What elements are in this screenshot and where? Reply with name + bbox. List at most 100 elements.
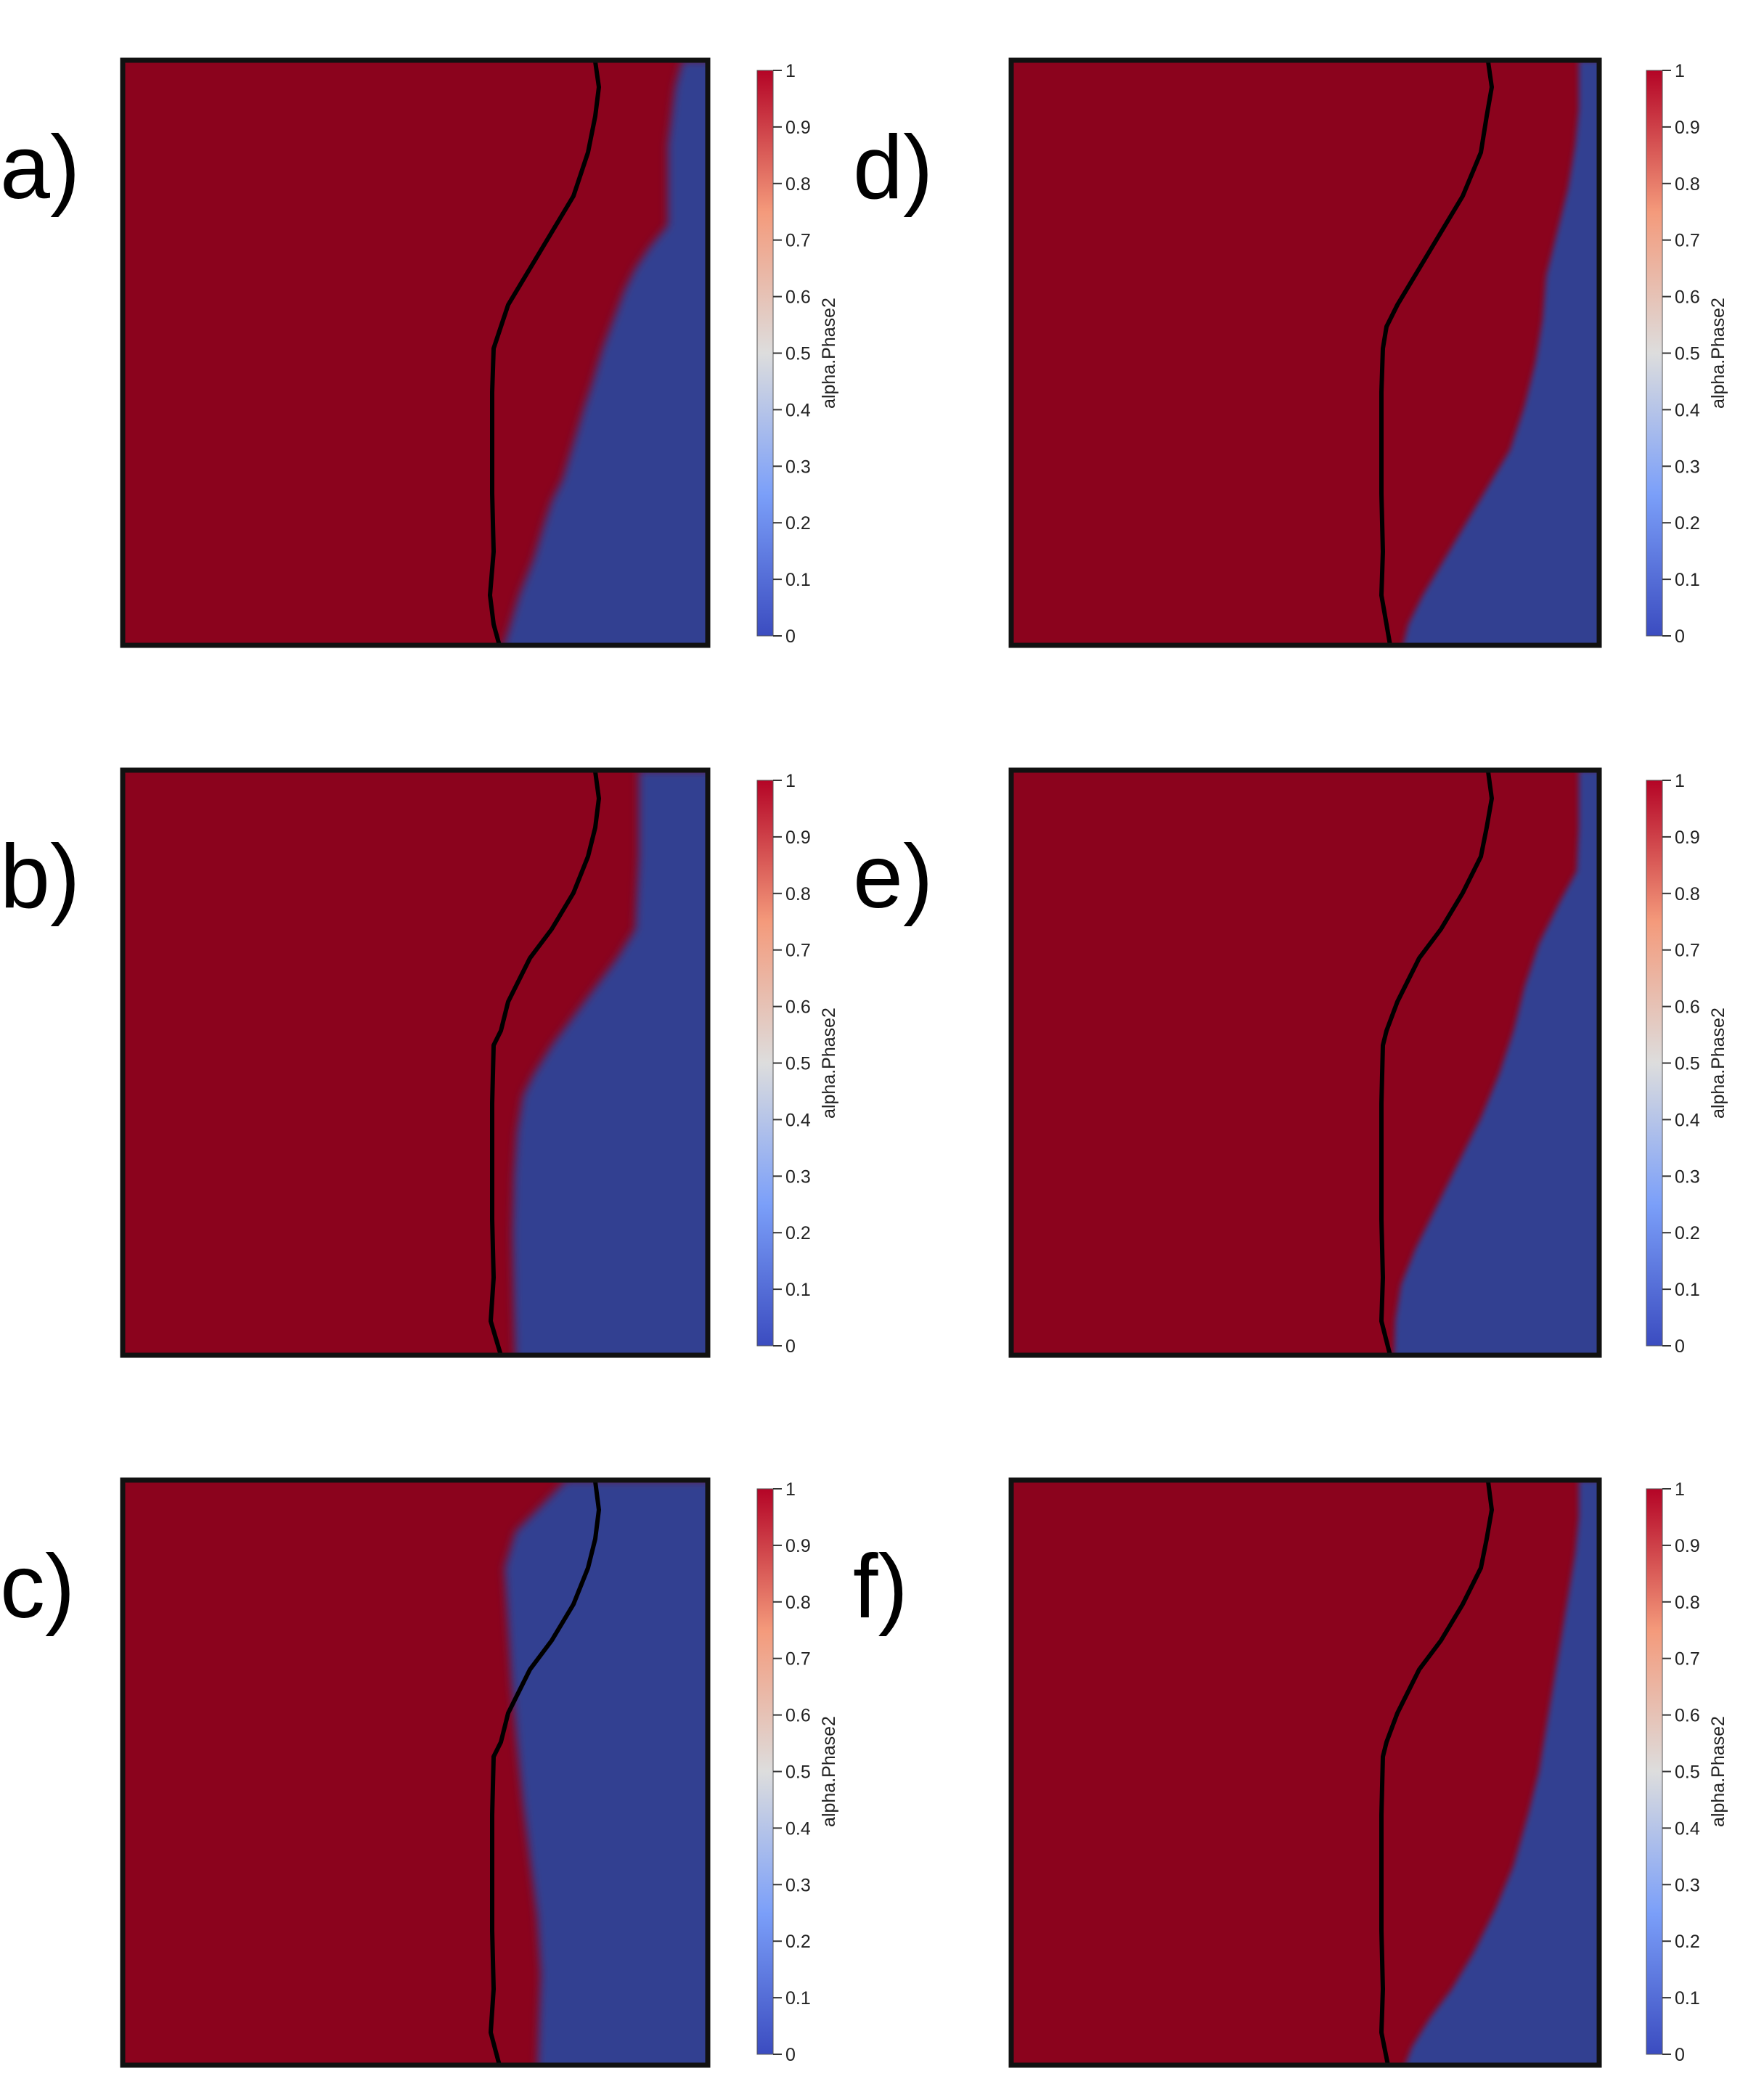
colorbar-tick-label: 0.3 [1675,1167,1700,1187]
colorbar-tick-label: 1 [785,61,796,81]
panel-label-a: a) [0,118,80,218]
colorbar-gradient [1646,780,1662,1346]
colorbar-c [757,1489,773,2054]
colorbar-tick-label: 0.4 [1675,400,1700,420]
plot-frame [1008,767,1602,1358]
colorbar-tick-label: 0.2 [785,1223,811,1243]
colorbar-tick-label: 0.3 [1675,457,1700,477]
colorbar-tick-label: 0.4 [785,1818,811,1839]
colorbar-tick-label: 0.8 [1675,884,1700,904]
colorbar-tick-label: 0.1 [1675,570,1700,590]
colorbar-gradient [757,1489,773,2054]
colorbar-tick-label: 0.5 [785,344,811,364]
phase-zero-region [1394,770,1599,1355]
colorbar-tick-label: 0.4 [1675,1110,1700,1130]
colorbar-tick-label: 0.2 [1675,1223,1700,1243]
colorbar-tick-label: 0.6 [1675,287,1700,308]
colorbar-tick-label: 0.8 [1675,1593,1700,1613]
colorbar-tick-label: 0.6 [1675,1706,1700,1726]
colorbar-tick-label: 0.3 [1675,1875,1700,1895]
phase-zero-region [505,1480,708,2065]
plot-area-e [1008,767,1602,1358]
colorbar-annotations: 0 0.1 0.2 0.3 0.4 0.5 0.6 0.7 0.8 0.9 1 alpha.Phase… [756,61,1728,2065]
colorbar-tick-label: 0.2 [1675,1932,1700,1952]
colorbar-d [1646,70,1662,636]
colorbar-tick-label: 0.1 [1675,1280,1700,1300]
colorbar-tick-label: 0 [1675,2045,1685,2065]
colorbar-tick-label: 0.9 [785,828,811,848]
colorbar-tick-label: 0.6 [1675,997,1700,1018]
colorbar-tick-label: 0.8 [785,174,811,195]
phase-zero-region [512,770,708,1355]
panel-label-d: d) [853,118,933,218]
colorbar-tick-label: 0.7 [1675,941,1700,961]
colorbar-tick-label: 0.8 [785,884,811,904]
colorbar-tick-label: 0.5 [785,1762,811,1783]
colorbar-tick-label: 1 [785,1479,796,1500]
colorbar-tick-label: 1 [1675,1479,1685,1500]
colorbar-tick-label: 0.7 [785,941,811,961]
panel-d: d) [853,57,1662,648]
colorbar-tick-label: 0.5 [1675,344,1700,364]
colorbar-gradient [757,780,773,1346]
colorbar-tick-label: 0.5 [1675,1054,1700,1074]
plot-area-f [1008,1477,1602,2068]
colorbar-tick-label: 0.5 [785,1054,811,1074]
colorbar-title: alpha.Phase2 [819,1008,839,1119]
contour-line [488,1481,602,2066]
colorbar-tick-label: 0.9 [1675,828,1700,848]
phase-zero-region [1405,1480,1599,2065]
colorbar-tick-label: 0.9 [1675,1536,1700,1556]
colorbar-tick-label: 0.7 [1675,231,1700,251]
phase-zero-region [503,60,708,645]
colorbar-tick-label: 0.5 [1675,1762,1700,1783]
colorbar-tick-label: 0 [785,1336,796,1357]
colorbar-tick-label: 1 [1675,61,1685,81]
colorbar-tick-label: 0.2 [785,513,811,534]
plot-frame [1008,1477,1602,2068]
colorbar-title: alpha.Phase2 [819,1716,839,1827]
colorbar-tick-label: 0.4 [785,1110,811,1130]
contour-line [1379,1481,1495,2066]
colorbar-a [757,70,773,636]
panel-label-f: f) [853,1537,908,1637]
colorbar-tick-label: 0.6 [785,997,811,1018]
colorbar-tick-label: 0.8 [1675,174,1700,195]
plot-frame [120,767,711,1358]
colorbar-tick-label: 0 [1675,1336,1685,1357]
panel-f: f) [853,1477,1662,2068]
colorbar-b [757,780,773,1346]
colorbar-gradient [757,70,773,636]
panel-b: b) [0,767,773,1358]
panel-a: a) [0,57,773,648]
phase-zero-region [1402,60,1599,645]
colorbar-gradient [1646,1489,1662,2054]
colorbar-tick-label: 0.9 [785,1536,811,1556]
colorbar-tick-label: 1 [785,771,796,791]
plot-frame [120,1477,711,2068]
colorbar-tick-label: 0.1 [785,1988,811,2009]
colorbar-tick-label: 0.9 [785,118,811,138]
colorbar-tick-label: 0.2 [1675,513,1700,534]
panel-label-e: e) [853,827,933,927]
plot-area-b [120,767,711,1358]
colorbar-tick-label: 0 [1675,626,1685,647]
colorbar-tick-label: 0.1 [1675,1988,1700,2009]
colorbar-tick-label: 0 [785,626,796,647]
panel-label-b: b) [0,827,80,927]
colorbar-f [1646,1489,1662,2054]
plot-area-d [1008,57,1602,648]
colorbar-tick-label: 0.7 [785,231,811,251]
contour-line [1379,771,1495,1356]
panel-c: c) [0,1477,773,2068]
plot-frame [1008,57,1602,648]
colorbar-tick-label: 0.3 [785,1167,811,1187]
colorbar-tick-label: 0.6 [785,287,811,308]
colorbar-tick-label: 0.9 [1675,118,1700,138]
colorbar-tick-label: 0.3 [785,1875,811,1895]
colorbar-tick-label: 0.1 [785,1280,811,1300]
contour-line [487,61,602,646]
contour-line [488,771,602,1356]
colorbar-tick-label: 0.8 [785,1593,811,1613]
panel-label-c: c) [0,1537,75,1637]
